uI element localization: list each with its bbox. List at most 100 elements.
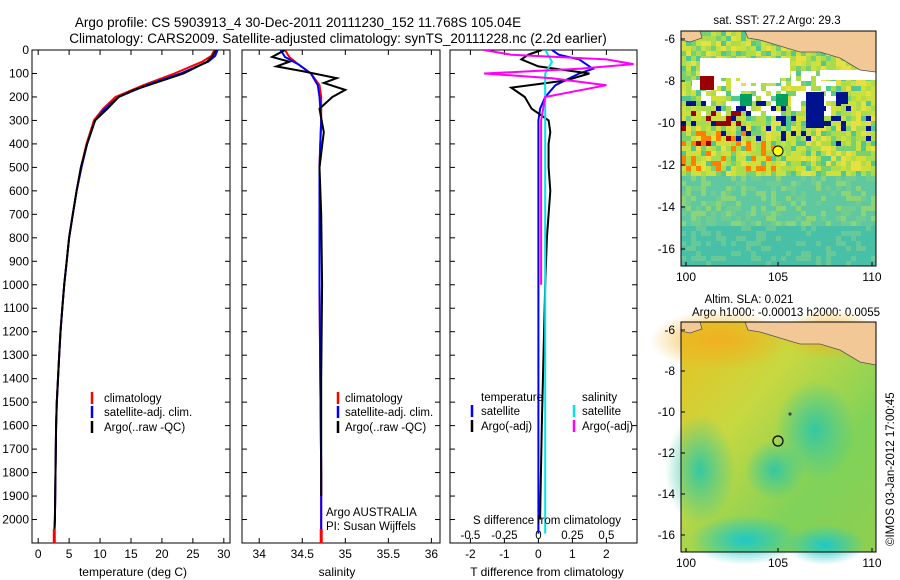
sst-cell	[801, 161, 806, 166]
sst-cell	[856, 176, 861, 181]
sst-cell	[776, 141, 781, 146]
sst-cell	[701, 161, 706, 166]
sst-cell	[816, 176, 821, 181]
sst-cell	[686, 236, 691, 241]
sst-cell	[701, 141, 706, 146]
sst-cell	[771, 221, 776, 226]
sst-cell	[741, 121, 746, 126]
sst-cell	[826, 151, 831, 156]
sst-cell	[761, 41, 766, 46]
sst-cell	[686, 46, 691, 51]
sst-cell	[756, 226, 761, 231]
sst-cell	[756, 81, 761, 86]
sst-cell	[781, 156, 786, 161]
sst-cell	[701, 226, 706, 231]
sst-cell	[791, 116, 796, 121]
sst-cell	[866, 111, 871, 116]
sst-cell	[736, 86, 741, 91]
sst-cell	[851, 246, 856, 251]
sst-cell	[826, 261, 831, 266]
sst-cell	[681, 156, 686, 161]
sst-cell	[781, 186, 786, 191]
sst-cell	[811, 201, 816, 206]
sst-cell	[716, 201, 721, 206]
sst-cell	[716, 141, 721, 146]
sst-cell	[776, 51, 781, 56]
x-tick-label: 35	[339, 547, 353, 561]
sst-cell	[841, 251, 846, 256]
sst-cell	[726, 51, 731, 56]
sst-cell	[711, 196, 716, 201]
sst-cell	[831, 131, 836, 136]
sst-cell	[861, 146, 866, 151]
sst-cell	[766, 86, 771, 91]
sst-cell	[711, 91, 716, 96]
sst-cell	[741, 256, 746, 261]
sst-cell	[766, 261, 771, 266]
sst-cell	[836, 216, 841, 221]
sst-cell	[786, 201, 791, 206]
sst-cell	[796, 116, 801, 121]
sst-cell	[741, 261, 746, 266]
sst-cell	[696, 111, 701, 116]
sst-cell	[726, 241, 731, 246]
sst-cell	[806, 81, 811, 86]
sst-cell	[751, 211, 756, 216]
sst-cell	[806, 51, 811, 56]
sst-cell	[801, 81, 806, 86]
sst-cell	[716, 216, 721, 221]
temperature-axes	[31, 49, 231, 544]
sst-cell	[776, 116, 781, 121]
sst-cell	[846, 156, 851, 161]
sst-cell	[851, 121, 856, 126]
sst-cell	[786, 241, 791, 246]
sst-cell	[696, 161, 701, 166]
sst-cell	[781, 191, 786, 196]
sst-cell	[706, 236, 711, 241]
sst-cell	[681, 256, 686, 261]
sst-cell	[701, 186, 706, 191]
sst-cell	[806, 61, 811, 66]
sst-cell	[836, 146, 841, 151]
sst-cell	[686, 226, 691, 231]
sst-cell	[756, 101, 761, 106]
sst-cell	[831, 151, 836, 156]
sst-cell	[871, 216, 876, 221]
sst-cell	[821, 206, 826, 211]
sst-cell	[781, 131, 786, 136]
sst-cell	[771, 216, 776, 221]
sst-cell	[866, 81, 871, 86]
sst-cell	[716, 166, 721, 171]
sst-cell	[721, 126, 726, 131]
sst-cell	[781, 221, 786, 226]
sst-cell	[836, 111, 841, 116]
sst-cell	[771, 121, 776, 126]
sst-cell	[736, 136, 741, 141]
sst-cell	[776, 156, 781, 161]
sst-cell	[871, 251, 876, 256]
sst-cell	[726, 206, 731, 211]
sst-cell	[861, 86, 866, 91]
sst-cell	[801, 231, 806, 236]
sst-cell	[691, 151, 696, 156]
x-tick-label: -1	[499, 547, 510, 561]
sst-cell	[716, 36, 721, 41]
sst-cell	[816, 86, 821, 91]
sst-cell	[746, 206, 751, 211]
sst-cell	[811, 176, 816, 181]
sst-cell	[841, 221, 846, 226]
sst-cell	[751, 221, 756, 226]
sst-cell	[811, 181, 816, 186]
sst-cell	[771, 101, 776, 106]
sst-cell	[821, 166, 826, 171]
sst-cell	[716, 131, 721, 136]
sst-cell	[696, 126, 701, 131]
sst-cell	[791, 201, 796, 206]
sst-cell	[846, 261, 851, 266]
sst-cell	[716, 226, 721, 231]
sst-cell	[741, 151, 746, 156]
sst-cell	[831, 261, 836, 266]
sst-cell	[736, 81, 741, 86]
sst-cell	[746, 261, 751, 266]
sst-cell	[791, 176, 796, 181]
